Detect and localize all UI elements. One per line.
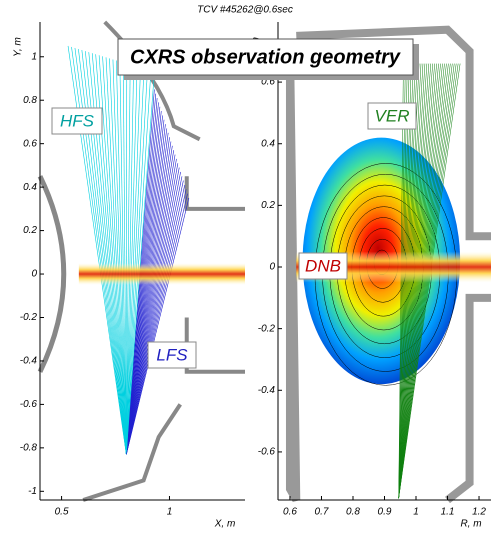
x-tick-label: 0.6 (283, 507, 297, 518)
annotation-text: DNB (305, 256, 341, 275)
y-tick-label: 0.6 (23, 138, 37, 149)
x-tick-label: 1.1 (441, 507, 455, 518)
y-tick-label: 0.4 (261, 138, 275, 149)
x-tick-label: 0.9 (378, 507, 392, 518)
vessel-wall (83, 22, 245, 500)
x-tick-label: 1 (413, 507, 419, 518)
sightline-lfs (126, 189, 186, 454)
annotation-text: VER (375, 106, 410, 125)
banner-text: CXRS observation geometry (130, 46, 401, 68)
x-axis-label: X, m (214, 519, 236, 530)
sightline-hfs (99, 55, 126, 454)
x-tick-label: 0.8 (346, 507, 360, 518)
y-tick-label: -0.2 (258, 323, 276, 334)
x-tick-label: 0.5 (55, 507, 69, 518)
y-tick-label: 1 (31, 51, 37, 62)
y-tick-label: 0 (31, 269, 37, 280)
y-tick-label: -1 (28, 486, 37, 497)
figure-title: TCV #45262@0.6sec (197, 5, 293, 16)
annotation: LFS (148, 342, 196, 368)
y-tick-label: 0 (269, 262, 275, 273)
x-tick-label: 1.2 (472, 507, 486, 518)
x-axis-label: R, m (460, 519, 481, 530)
x-tick-label: 1 (167, 507, 173, 518)
annotation-text: LFS (156, 345, 188, 364)
y-tick-label: 0.4 (23, 182, 37, 193)
annotation: VER (368, 103, 416, 129)
annotation-text: HFS (60, 111, 95, 130)
sightline-lfs (126, 159, 176, 454)
banner: CXRS observation geometry (118, 39, 419, 80)
y-tick-label: -0.4 (20, 356, 38, 367)
neutral-beam (79, 263, 245, 285)
y-axis-label: Y, m (13, 37, 24, 57)
y-tick-label: -0.6 (258, 447, 276, 458)
y-tick-label: 0.2 (261, 200, 275, 211)
y-tick-label: -0.6 (20, 399, 38, 410)
y-tick-label: 0.8 (23, 95, 37, 106)
annotation: HFS (52, 108, 102, 134)
y-tick-label: 0.2 (23, 225, 37, 236)
annotation: DNB (299, 253, 347, 279)
y-tick-label: -0.4 (258, 385, 276, 396)
y-tick-label: -0.2 (20, 312, 38, 323)
sightline-lfs (126, 194, 187, 455)
x-tick-label: 0.7 (315, 507, 329, 518)
panel-left: 1 0.8 0.6 0.4 0.2 0 -0.2 -0.4 -0.6 -0.8 -1 0.5 1 X, m… (13, 22, 245, 530)
y-tick-label: -0.8 (20, 442, 38, 453)
